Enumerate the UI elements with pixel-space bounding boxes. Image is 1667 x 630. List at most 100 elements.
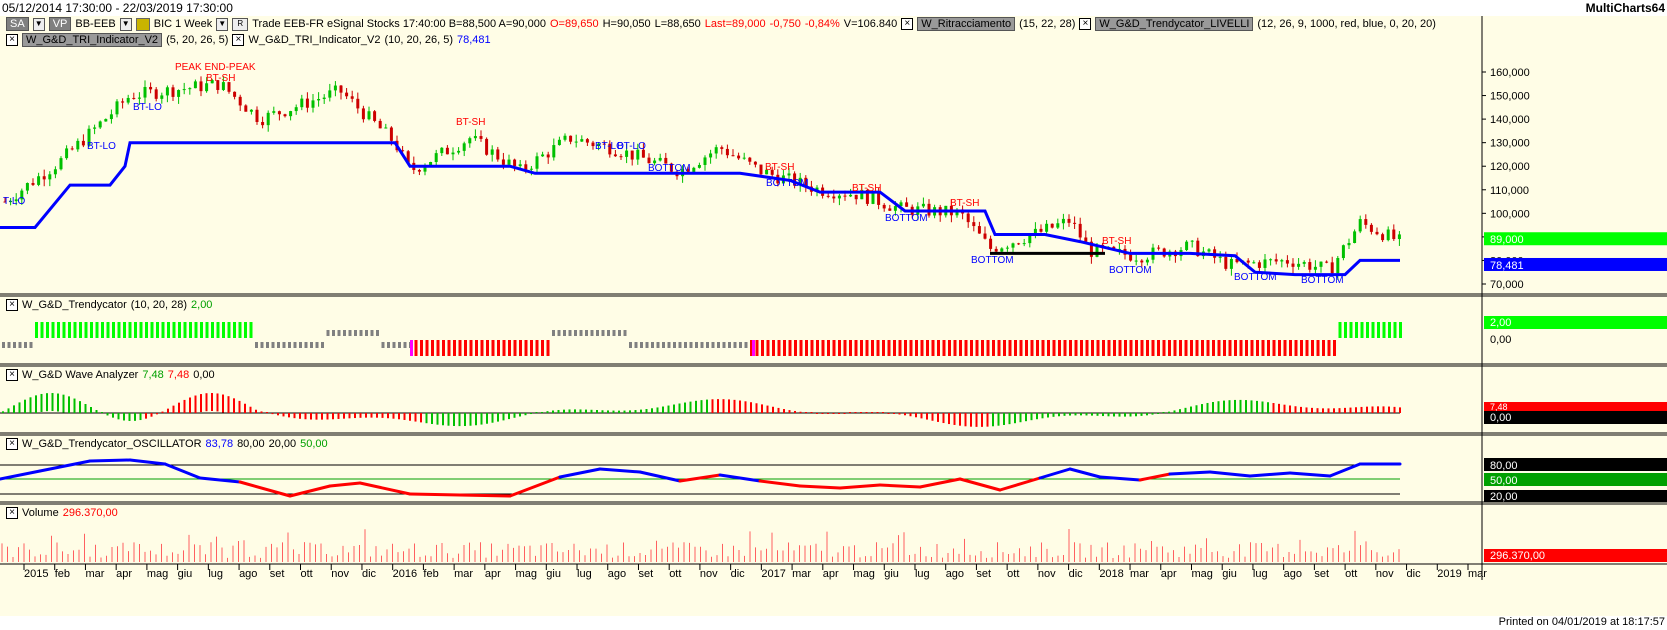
sa-button[interactable]: SA xyxy=(6,17,29,31)
wave-bar xyxy=(370,413,373,418)
bt-sh-annotation: BT-SH xyxy=(456,117,485,128)
wave-bar xyxy=(981,413,983,427)
r-button[interactable]: R xyxy=(232,17,249,31)
time-tick-label: giu xyxy=(884,568,899,580)
panel-trendycator-header: × W_G&D_Trendycator (10, 20, 28) 2,00 xyxy=(6,298,212,312)
close-icon[interactable]: × xyxy=(6,507,18,519)
candle-body xyxy=(1297,263,1301,267)
indicator-livelli[interactable]: W_G&D_Trendycator_LIVELLI xyxy=(1095,17,1254,31)
oscillator-line xyxy=(838,483,882,490)
trendycator-bar xyxy=(293,342,297,348)
candle-body xyxy=(3,201,7,203)
chart-canvas[interactable]: 160,000 150,000 140,000 130,000 120,000 110,0… xyxy=(0,16,1667,616)
panel-wave-header: × W_G&D Wave Analyzer 7,48 7,48 0,00 xyxy=(6,368,215,382)
trendycator-bar xyxy=(1047,340,1050,356)
candle-body xyxy=(1313,266,1317,270)
close-icon[interactable]: × xyxy=(232,34,245,46)
wave-bar xyxy=(684,402,686,413)
wave-bar xyxy=(62,394,65,413)
wave-bar xyxy=(73,398,76,413)
candle-body xyxy=(1073,222,1077,224)
candle-body xyxy=(860,189,864,200)
symbol-label[interactable]: BB-EEB xyxy=(75,18,116,30)
wave-bar xyxy=(893,413,895,414)
close-icon[interactable]: × xyxy=(901,18,914,30)
panel-trendycator-value: 2,00 xyxy=(191,299,213,311)
low-value: L=88,650 xyxy=(654,18,701,30)
wave-bar xyxy=(986,413,989,427)
candle-body xyxy=(585,139,589,143)
wave-bar xyxy=(29,397,32,413)
time-tick-label: mag xyxy=(1191,568,1212,580)
candle-body xyxy=(1381,234,1385,241)
candle-body xyxy=(328,90,332,98)
trendycator-bar xyxy=(915,340,918,356)
trendycator-bar xyxy=(183,322,187,338)
wave-bar xyxy=(189,397,191,413)
wave-bar xyxy=(750,402,752,413)
trendycator-bar xyxy=(227,322,231,338)
close-icon[interactable]: × xyxy=(6,34,18,46)
wave-bar xyxy=(1014,413,1016,424)
time-tick-label: lug xyxy=(915,568,930,580)
candle-body xyxy=(1185,241,1189,251)
close-icon[interactable]: × xyxy=(6,438,18,450)
close-icon[interactable]: × xyxy=(6,299,18,311)
trendycator-bar xyxy=(1217,340,1221,356)
time-tick-label: ott xyxy=(301,568,313,580)
candle-body xyxy=(1000,248,1004,252)
indicator-tri-1[interactable]: W_G&D_TRI_Indicator_V2 xyxy=(22,33,163,47)
wave-bar xyxy=(788,410,791,413)
oscillator-line xyxy=(408,492,462,497)
trendycator-bar xyxy=(634,342,638,348)
chevron-down-icon[interactable]: ▼ xyxy=(119,17,132,31)
wave-bar xyxy=(1360,406,1363,413)
indicator-tri-2[interactable]: W_G&D_TRI_Indicator_V2 xyxy=(248,34,381,46)
wave-bar xyxy=(678,403,681,413)
panel4-tag80: 80,00 xyxy=(1490,460,1518,472)
trendycator-bar xyxy=(832,340,836,356)
panel-osc-v4: 50,00 xyxy=(300,438,328,450)
trendycator-bar xyxy=(1135,340,1138,356)
trendycator-bar xyxy=(513,340,517,356)
wave-bar xyxy=(332,413,334,420)
wave-bar xyxy=(1047,413,1049,418)
wave-bar xyxy=(1036,413,1038,420)
candle-body xyxy=(535,156,539,169)
wave-bar xyxy=(222,394,224,413)
trendycator-bar xyxy=(887,340,891,356)
close-icon[interactable]: × xyxy=(1079,18,1092,30)
candle-body xyxy=(787,173,791,176)
chevron-down-icon[interactable]: ▼ xyxy=(216,17,229,31)
trendycator-bar xyxy=(1063,340,1067,356)
trendycator-bar xyxy=(997,340,1001,356)
trendycator-bar xyxy=(1151,340,1155,356)
wave-bar xyxy=(491,413,494,423)
time-tick-label: mag xyxy=(854,568,875,580)
bt-lo-annotation: BT-LO xyxy=(617,141,646,152)
candle-body xyxy=(468,138,472,144)
trendycator-bar xyxy=(51,322,55,338)
chart-area[interactable]: 160,000 150,000 140,000 130,000 120,000 110,0… xyxy=(0,16,1667,616)
trendycator-bar xyxy=(458,340,462,356)
trendycator-bar xyxy=(629,342,632,348)
close-icon[interactable]: × xyxy=(6,369,18,381)
trendycator-bar xyxy=(975,340,979,356)
trendycator-bar xyxy=(1250,340,1254,356)
wave-bar xyxy=(464,413,466,427)
vp-button[interactable]: VP xyxy=(48,17,72,31)
price-tick-label: 140,000 xyxy=(1490,114,1530,126)
candle-body xyxy=(177,90,181,97)
symbol-icon[interactable] xyxy=(135,17,150,31)
interval-label[interactable]: BIC 1 Week xyxy=(153,18,213,30)
indicator-ritracciamento[interactable]: W_Ritracciamento xyxy=(917,17,1016,31)
oscillator-line xyxy=(508,475,562,498)
trendycator-bar xyxy=(1228,340,1232,356)
candle-body xyxy=(81,140,85,146)
trendycator-bar xyxy=(29,342,33,348)
candle-body xyxy=(580,139,584,142)
wave-bar xyxy=(629,410,631,413)
wave-bar xyxy=(414,413,417,422)
chevron-down-icon[interactable]: ▼ xyxy=(32,17,45,31)
wave-bar xyxy=(1344,407,1346,413)
